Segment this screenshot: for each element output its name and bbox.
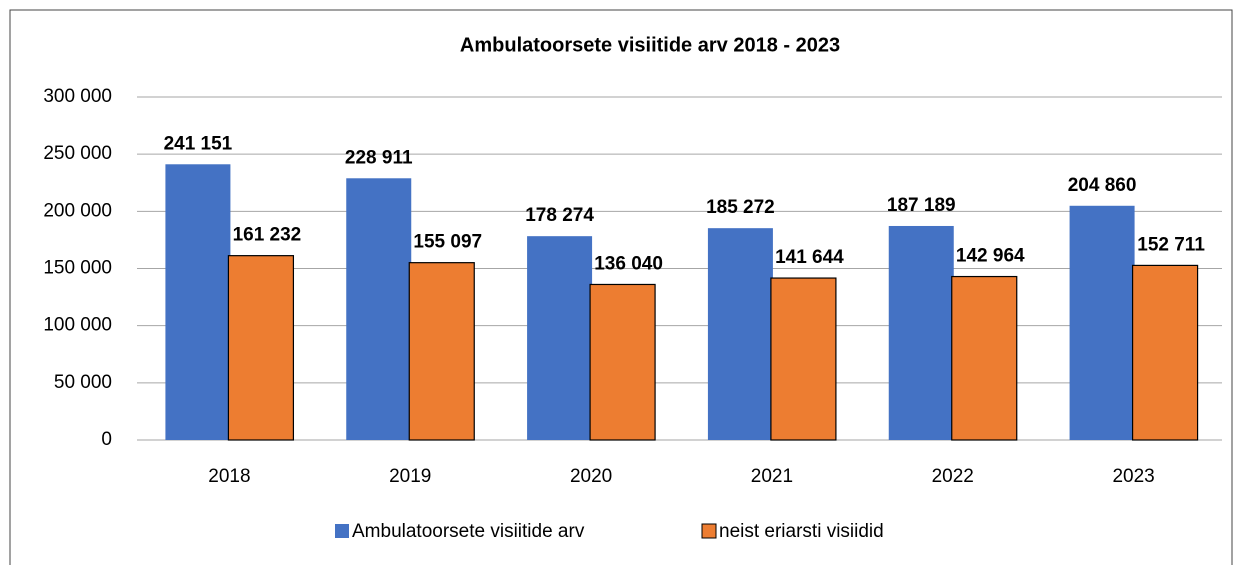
- bar: [165, 164, 231, 440]
- y-tick-label: 0: [101, 429, 112, 450]
- bar: [527, 236, 593, 440]
- data-label: 142 964: [956, 246, 1025, 267]
- data-label: 178 274: [525, 205, 594, 226]
- bar: [707, 228, 773, 440]
- legend-label: Ambulatoorsete visiitide arv: [352, 521, 585, 542]
- data-label: 152 711: [1137, 234, 1205, 255]
- y-tick-label: 250 000: [43, 143, 112, 164]
- bar: [227, 255, 295, 441]
- y-tick-label: 300 000: [43, 86, 112, 107]
- bar: [408, 262, 475, 441]
- y-tick-label: 150 000: [43, 258, 112, 279]
- x-tick-label: 2020: [570, 466, 612, 487]
- x-tick-label: 2019: [389, 466, 431, 487]
- data-label: 241 151: [164, 133, 233, 154]
- x-tick-label: 2018: [208, 466, 250, 487]
- x-tick-label: 2023: [1112, 466, 1154, 487]
- data-label: 161 232: [233, 225, 302, 246]
- data-label: 187 189: [887, 195, 956, 216]
- bar: [951, 275, 1018, 441]
- data-label: 228 911: [345, 147, 413, 168]
- legend-swatch: [335, 524, 349, 538]
- x-tick-label: 2021: [751, 466, 793, 487]
- data-label: 136 040: [594, 253, 663, 274]
- bar: [1069, 205, 1135, 440]
- data-label: 185 272: [706, 197, 775, 218]
- y-tick-label: 50 000: [54, 372, 112, 393]
- data-label: 155 097: [413, 232, 482, 253]
- bar: [770, 277, 837, 441]
- bar: [1131, 264, 1199, 441]
- y-tick-label: 100 000: [43, 315, 112, 336]
- chart-title: Ambulatoorsete visiitide arv 2018 - 2023: [460, 34, 840, 56]
- frame: [9, 9, 1233, 565]
- legend-swatch: [701, 523, 717, 539]
- y-tick-label: 200 000: [43, 200, 112, 221]
- data-label: 141 644: [775, 247, 844, 268]
- bar: [888, 225, 954, 440]
- bar: [589, 283, 656, 441]
- legend-label: neist eriarsti visiidid: [719, 521, 884, 542]
- bar: [346, 178, 412, 440]
- data-label: 204 860: [1068, 175, 1137, 196]
- x-tick-label: 2022: [932, 466, 974, 487]
